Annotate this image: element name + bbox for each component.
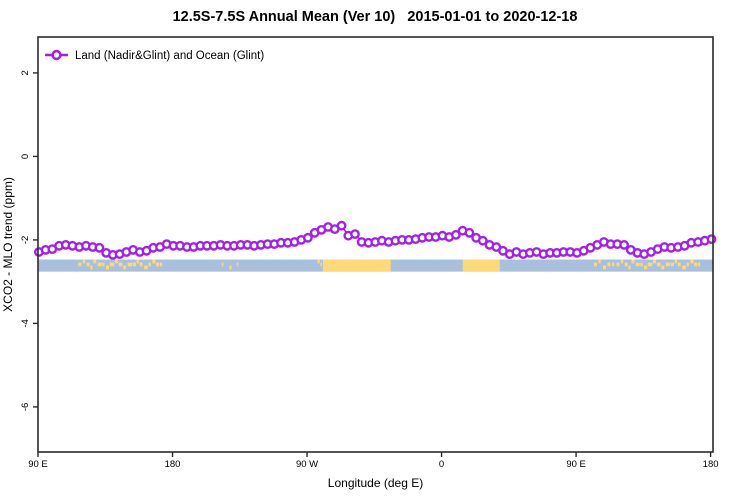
map-band-island bbox=[159, 262, 163, 267]
map-band-island bbox=[616, 262, 620, 267]
map-band-island bbox=[97, 262, 102, 267]
map-band-island bbox=[221, 262, 224, 267]
y-tick-label: -6 bbox=[20, 403, 31, 411]
map-band-island bbox=[152, 259, 156, 264]
y-axis-title: XCO2 - MLO trend (ppm) bbox=[1, 177, 15, 312]
data-point bbox=[302, 232, 313, 243]
map-band-island bbox=[78, 262, 82, 267]
data-point bbox=[477, 235, 488, 246]
map-band-island bbox=[647, 262, 653, 267]
map-band-island bbox=[697, 262, 701, 267]
x-tick-label: 180 bbox=[703, 459, 719, 470]
map-band-island bbox=[656, 262, 661, 267]
map-band-island bbox=[114, 259, 118, 264]
map-band-island bbox=[620, 259, 624, 264]
map-band-island bbox=[665, 262, 671, 267]
map-band-island bbox=[229, 265, 232, 270]
y-tick-label: 2 bbox=[20, 70, 31, 75]
y-tick-label: 0 bbox=[20, 154, 31, 159]
map-band-island bbox=[624, 262, 628, 267]
map-band-island bbox=[127, 262, 133, 267]
map-band-island bbox=[686, 262, 689, 267]
x-tick-label: 90 E bbox=[28, 459, 48, 470]
map-band-island bbox=[628, 265, 631, 270]
map-band-island bbox=[82, 259, 86, 264]
data-point bbox=[464, 227, 475, 238]
map-band-island bbox=[139, 262, 143, 267]
x-axis-title: Longitude (deg E) bbox=[328, 476, 423, 490]
legend-marker bbox=[51, 49, 62, 61]
map-band-island bbox=[132, 262, 136, 267]
map-band-island bbox=[118, 262, 123, 267]
map-band-island bbox=[90, 265, 93, 270]
data-point bbox=[706, 234, 717, 245]
map-band-land bbox=[322, 259, 391, 272]
map-band-island bbox=[661, 265, 665, 270]
data-point bbox=[619, 239, 629, 250]
map-band-island bbox=[102, 262, 105, 267]
map-band-island bbox=[93, 259, 97, 264]
map-band-island bbox=[598, 259, 601, 264]
map-band-island bbox=[611, 262, 615, 267]
y-tick-label: -4 bbox=[20, 319, 31, 327]
map-band-island bbox=[653, 259, 657, 264]
x-tick-label: 90 W bbox=[296, 459, 318, 470]
map-band-island bbox=[607, 262, 611, 267]
map-band-island bbox=[156, 262, 160, 267]
x-tick-label: 90 E bbox=[566, 459, 586, 470]
map-band-island bbox=[682, 265, 686, 270]
map-band-island bbox=[123, 265, 127, 270]
map-band-island bbox=[136, 259, 139, 264]
map-band-land bbox=[462, 259, 500, 272]
map-band-island bbox=[86, 262, 90, 267]
map-band-island bbox=[670, 262, 674, 267]
x-tick-label: 180 bbox=[165, 459, 181, 470]
data-point bbox=[450, 229, 461, 240]
map-band-island bbox=[602, 265, 606, 270]
map-band-island bbox=[106, 265, 109, 270]
map-band-island bbox=[320, 262, 322, 267]
y-tick-label: -2 bbox=[20, 236, 31, 244]
map-band-island bbox=[236, 262, 239, 267]
map-band-island bbox=[640, 262, 643, 267]
map-band-island bbox=[635, 262, 640, 267]
map-band-island bbox=[694, 262, 698, 267]
chart-title: 12.5S-7.5S Annual Mean (Ver 10) 2015-01-… bbox=[172, 9, 578, 25]
data-point bbox=[350, 229, 360, 240]
data-point bbox=[94, 242, 105, 253]
map-band-island bbox=[677, 262, 681, 267]
legend-label: Land (Nadir&Glint) and Ocean (Glint) bbox=[75, 50, 264, 62]
x-tick-label: 0 bbox=[439, 459, 444, 470]
map-band-island bbox=[631, 259, 635, 264]
plot-box bbox=[37, 36, 714, 453]
data-point bbox=[336, 220, 347, 231]
map-band-island bbox=[690, 259, 694, 264]
map-band-island bbox=[144, 265, 148, 270]
map-band-island bbox=[317, 259, 320, 264]
map-band-island bbox=[674, 259, 677, 264]
map-band-island bbox=[644, 265, 648, 270]
map-band-island bbox=[109, 262, 115, 267]
map-band-island bbox=[594, 262, 598, 267]
map-band-island bbox=[148, 262, 151, 267]
